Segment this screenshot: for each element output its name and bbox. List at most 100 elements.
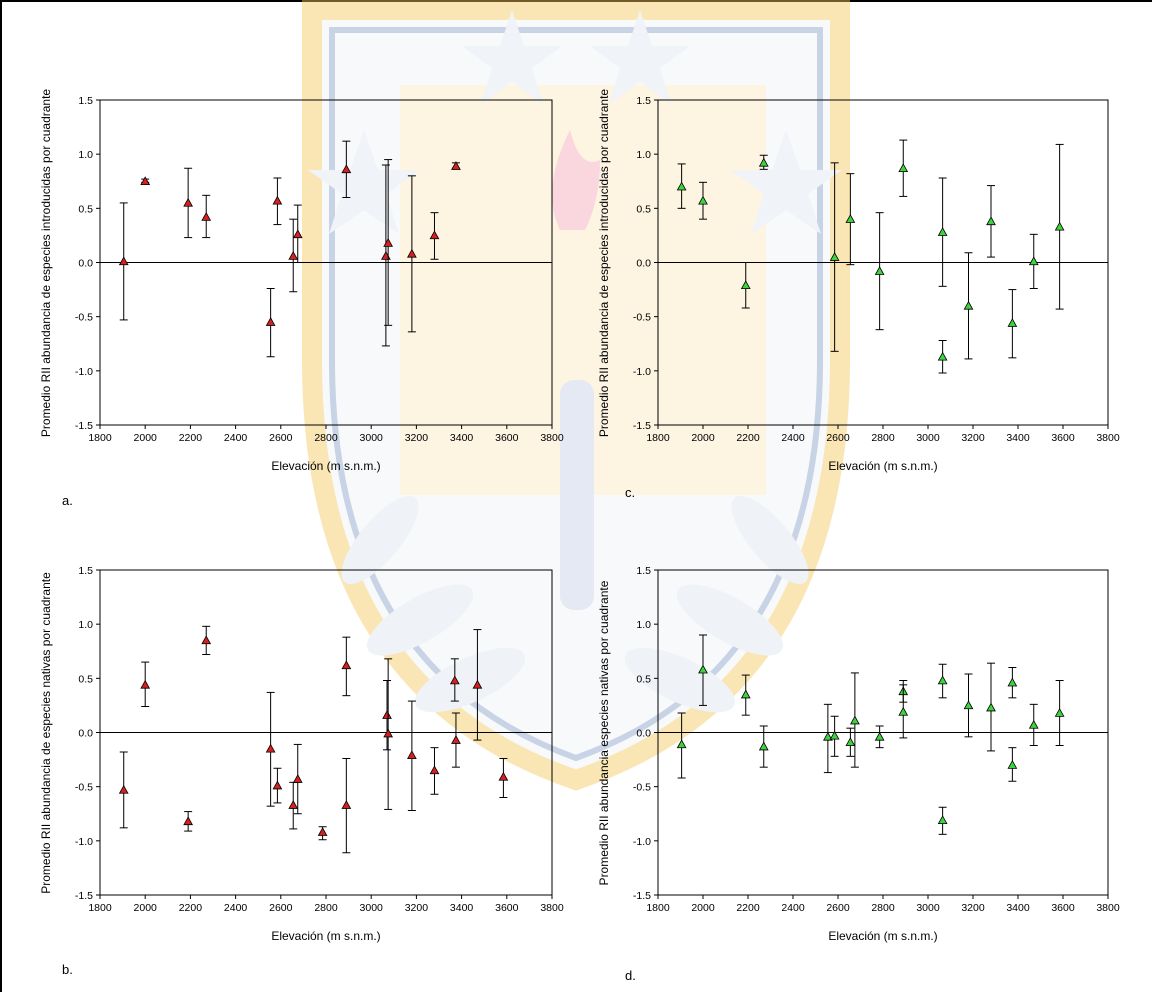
triangle-marker — [341, 800, 352, 809]
triangle-marker — [140, 679, 151, 689]
triangle-marker — [341, 164, 352, 174]
triangle-marker — [1007, 677, 1018, 687]
crest-shield-inner — [329, 27, 823, 762]
chart-panel-b: 1800 2000 2200 2400 2600 2800 3000 3200 3400 3600… — [39, 565, 564, 977]
data-point — [740, 262, 751, 309]
data-point — [201, 625, 212, 655]
x-tick-label: 2600 — [826, 902, 850, 914]
panel-label: b. — [62, 962, 73, 977]
x-tick-label: 3800 — [540, 902, 564, 914]
y-tick-label: 0.0 — [78, 258, 93, 270]
triangle-marker — [118, 784, 129, 794]
data-point — [201, 194, 212, 239]
y-tick-label: -1.0 — [633, 366, 651, 378]
triangle-marker — [845, 214, 856, 223]
triangle-marker — [1007, 318, 1018, 327]
triangle-marker — [383, 237, 394, 247]
data-point — [272, 767, 283, 804]
crest-torch-icon — [560, 380, 594, 610]
data-point — [451, 712, 461, 768]
data-point — [383, 159, 394, 326]
data-point — [986, 662, 996, 752]
x-tick-label: 2400 — [224, 432, 248, 444]
crest-banner — [400, 85, 766, 495]
triangle-marker — [986, 702, 996, 712]
triangle-marker — [758, 157, 769, 167]
triangle-marker — [498, 771, 509, 781]
triangle-marker — [698, 664, 708, 674]
data-point — [118, 202, 129, 321]
data-point — [288, 218, 299, 293]
x-tick-label: 2600 — [826, 432, 850, 444]
x-axis-title: Elevación (m s.n.m.) — [271, 459, 380, 473]
triangle-marker — [272, 780, 283, 790]
x-tick-label: 3000 — [360, 432, 384, 444]
data-point — [265, 691, 276, 807]
triangle-marker — [429, 230, 440, 240]
data-point — [698, 634, 708, 706]
x-tick-label: 3000 — [916, 432, 940, 444]
y-tick-label: -0.5 — [633, 782, 651, 794]
x-tick-label: 3200 — [405, 432, 429, 444]
data-point — [382, 680, 392, 751]
y-tick-label: 0.0 — [78, 728, 93, 740]
data-point — [183, 811, 194, 832]
y-axis-title: Promedio RII abundancia especies nativas… — [597, 580, 611, 885]
panel-label: d. — [625, 968, 636, 983]
x-tick-label: 3800 — [540, 432, 564, 444]
triangle-marker — [937, 815, 948, 825]
triangle-marker — [937, 351, 948, 361]
panel-label: a. — [62, 493, 73, 508]
data-point — [849, 672, 860, 768]
triangle-marker — [1054, 221, 1065, 231]
triangle-marker — [937, 227, 948, 236]
triangle-marker — [845, 737, 856, 747]
data-point — [498, 758, 509, 798]
data-point — [845, 727, 856, 757]
triangle-marker — [740, 280, 751, 290]
x-tick-label: 3600 — [1051, 432, 1075, 444]
triangle-marker — [676, 739, 687, 749]
y-axis-title: Promedio RII abundancia de especies intr… — [597, 89, 611, 438]
triangle-marker — [1054, 707, 1065, 717]
y-tick-label: -1.5 — [75, 420, 93, 432]
data-point — [986, 185, 996, 258]
x-tick-label: 1800 — [88, 902, 112, 914]
x-tick-label: 3600 — [495, 432, 519, 444]
y-tick-label: 1.0 — [78, 619, 93, 631]
data-point — [1028, 233, 1039, 289]
data-point — [272, 177, 283, 226]
triangle-marker — [829, 730, 840, 740]
y-tick-label: 1.5 — [78, 95, 93, 107]
data-point — [429, 747, 440, 795]
y-tick-label: 1.5 — [636, 95, 651, 107]
y-tick-label: 1.0 — [636, 619, 651, 631]
x-tick-label: 3800 — [1096, 902, 1120, 914]
y-tick-label: 1.0 — [636, 149, 651, 161]
triangle-marker — [1028, 719, 1039, 729]
triangle-marker — [288, 800, 299, 809]
data-point — [676, 712, 687, 779]
x-tick-label: 3800 — [1096, 432, 1120, 444]
data-point — [874, 212, 885, 331]
x-tick-label: 2800 — [314, 902, 338, 914]
data-point — [676, 163, 687, 209]
y-tick-label: -1.0 — [75, 836, 93, 848]
data-point — [451, 161, 461, 170]
triangle-marker — [472, 679, 483, 689]
data-point — [963, 252, 974, 360]
y-tick-label: 0.0 — [636, 728, 651, 740]
data-point — [1054, 680, 1065, 746]
data-point — [1007, 289, 1018, 359]
triangle-marker — [1007, 759, 1018, 769]
data-point — [140, 176, 151, 186]
y-tick-label: 0.5 — [78, 203, 93, 215]
x-tick-label: 3200 — [961, 902, 985, 914]
x-tick-label: 2000 — [691, 432, 715, 444]
x-tick-label: 2800 — [314, 432, 338, 444]
triangle-marker — [317, 827, 328, 836]
crest-flame-icon — [552, 130, 600, 230]
